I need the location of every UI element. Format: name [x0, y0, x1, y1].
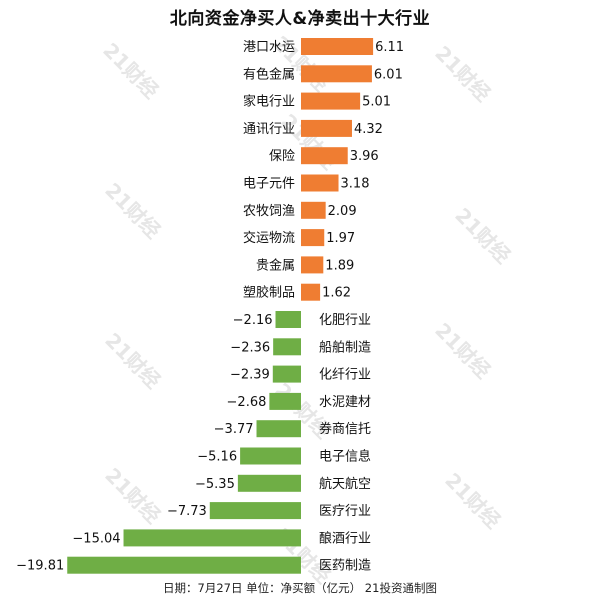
- bar: [301, 119, 352, 137]
- value-label: 3.96: [350, 149, 379, 164]
- category-label: 电子信息: [319, 449, 371, 465]
- value-label: −3.77: [214, 422, 254, 437]
- category-label: 电子元件: [243, 177, 295, 192]
- category-label: 通讯行业: [243, 122, 295, 137]
- value-label: −2.36: [230, 340, 270, 355]
- category-label: 水泥建材: [319, 395, 371, 410]
- category-label: 交运物流: [243, 230, 295, 246]
- category-label: 塑胶制品: [243, 285, 295, 301]
- value-label: 2.09: [328, 204, 357, 219]
- category-label: 航天航空: [319, 476, 371, 492]
- value-label: 1.89: [325, 258, 354, 273]
- value-label: −5.16: [197, 450, 237, 465]
- value-label: 1.97: [326, 231, 355, 246]
- category-label: 船舶制造: [319, 339, 371, 355]
- bar: [237, 474, 301, 492]
- value-label: 6.11: [375, 40, 404, 55]
- bar: [301, 38, 374, 55]
- bar: [301, 229, 325, 247]
- chart-footer: 日期：7月27日 单位：净买额（亿元） 21投资通制图: [163, 581, 437, 595]
- value-label: 3.18: [341, 177, 370, 192]
- bar: [301, 65, 372, 83]
- bar: [301, 283, 321, 301]
- bar: [275, 311, 301, 328]
- bar: [209, 502, 301, 520]
- value-label: 5.01: [362, 95, 391, 110]
- value-label: −2.16: [233, 313, 273, 328]
- category-label: 港口水运: [243, 40, 295, 55]
- value-label: −5.35: [195, 477, 235, 492]
- value-label: −15.04: [72, 531, 120, 546]
- value-label: 4.32: [354, 122, 383, 137]
- value-label: 1.62: [322, 286, 351, 301]
- bar: [269, 392, 301, 410]
- category-label: 农牧饲渔: [243, 204, 295, 219]
- category-label: 贵金属: [256, 257, 295, 273]
- bar: [240, 447, 301, 465]
- bar: [273, 338, 301, 356]
- value-label: −2.39: [230, 368, 270, 383]
- category-label: 酿酒行业: [319, 530, 371, 546]
- category-label: 医药制造: [319, 559, 371, 574]
- value-label: 6.01: [374, 67, 403, 82]
- bar: [256, 420, 301, 438]
- value-label: −19.81: [16, 559, 64, 574]
- category-label: 保险: [269, 149, 295, 164]
- chart-title: 北向资金净买人&净卖出十大行业: [169, 9, 431, 29]
- category-label: 医疗行业: [319, 504, 371, 519]
- bar: [67, 556, 301, 574]
- category-label: 有色金属: [243, 66, 295, 82]
- category-label: 券商信托: [319, 421, 371, 437]
- bar: [301, 92, 361, 110]
- category-label: 化肥行业: [319, 313, 371, 328]
- bar: [301, 174, 339, 192]
- bar: [301, 256, 324, 274]
- value-label: −7.73: [167, 504, 207, 519]
- category-label: 家电行业: [243, 94, 295, 110]
- bar: [301, 147, 348, 165]
- value-label: −2.68: [227, 395, 267, 410]
- bar: [272, 365, 301, 383]
- category-label: 化纤行业: [319, 368, 371, 383]
- bar: [301, 201, 326, 219]
- bar: [123, 529, 301, 547]
